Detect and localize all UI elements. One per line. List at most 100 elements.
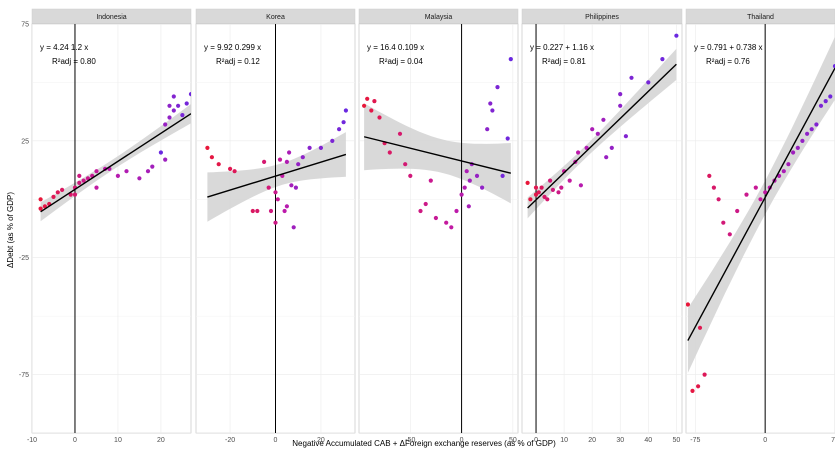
data-point [369,108,374,113]
data-point [341,120,346,125]
panel-philippines: Philippines y = 0.227 + 1.16 x R²adj = 0.8… [521,8,683,444]
data-point [721,220,726,225]
data-point [433,215,438,221]
data-point [466,204,471,209]
panel-strip-label: Malaysia [425,14,453,21]
data-point [171,94,176,99]
data-point [262,159,267,164]
data-point [273,190,278,195]
data-point [707,173,712,178]
data-point [791,150,796,155]
data-point [72,192,78,197]
r2-label: R²adj = 0.76 [706,57,750,66]
x-tick-label: 0 [763,437,767,444]
data-point [758,197,763,202]
data-point [488,101,493,106]
data-point [171,108,176,113]
regression-line [363,136,511,174]
data-point [474,173,480,178]
data-point [408,173,413,178]
data-point [753,185,758,190]
confidence-band [207,132,346,222]
data-point [377,115,382,120]
data-point [505,136,510,141]
data-point [795,145,800,150]
x-tick-label: 30 [616,437,624,444]
data-point [711,185,717,190]
data-point [578,183,584,188]
data-point [832,64,835,69]
data-point [623,134,629,139]
data-point [828,94,833,99]
regression-line [527,63,677,209]
data-point [545,197,550,202]
data-point [646,80,651,85]
data-point [176,103,181,108]
data-point [77,173,82,178]
data-point [273,220,278,225]
regression-line [207,153,347,198]
data-point [686,302,690,307]
panel-indonesia: Indonesia y = 4.24 1.2 x R²adj = 0.80 -10 0 1… [27,8,192,444]
data-point [42,204,48,209]
data-point [500,173,505,178]
panels-layer: -75 -25 25 75 Indonesia y = 4.24 1.2 x R²adj =… [19,8,835,444]
data-point [94,169,99,174]
data-point [291,225,296,230]
data-point [480,185,485,190]
x-tick-label: 10 [560,437,568,444]
data-point [365,96,370,101]
data-point [556,190,561,195]
x-tick-label: 75 [831,437,835,444]
data-point [387,150,392,155]
x-tick-label: -75 [690,437,700,444]
data-point [418,208,423,214]
data-point [284,204,289,209]
data-point [163,122,168,127]
panel-strip-label: Thailand [747,14,774,21]
data-point [444,220,449,225]
data-point [124,169,129,174]
data-point [660,57,665,62]
y-tick-label: -25 [19,255,29,262]
data-point [716,197,721,202]
data-point [550,187,556,192]
data-point [763,190,768,195]
data-point [786,162,791,167]
y-tick-label: 25 [21,138,29,145]
regression-line [40,113,191,213]
data-point [275,197,280,202]
panel-strip-label: Korea [266,14,285,21]
r2-label: R²adj = 0.04 [379,57,423,66]
data-point [584,145,589,150]
data-point [609,145,614,150]
data-point [307,145,312,150]
data-point [188,92,191,97]
data-point [343,108,348,113]
x-tick-label: 0 [534,437,538,444]
data-point [150,164,155,169]
panel-plot-area [205,24,348,433]
panel-thailand: Thailand y = 0.791 + 0.738 x R²adj = 0.76 -… [685,8,835,444]
data-point [268,208,274,214]
x-tick-label: 50 [672,437,680,444]
data-point [744,192,749,197]
data-point [567,178,572,183]
y-tick-label: 75 [21,22,29,29]
x-tick-label: -10 [27,437,37,444]
data-point [735,208,740,214]
data-point [464,169,469,174]
x-tick-label: 10 [114,437,122,444]
data-point [823,99,828,104]
data-point [490,108,495,113]
regression-equation: y = 16.4 0.109 x [367,43,424,52]
data-point [250,208,255,214]
data-point [85,176,90,181]
panel-korea: Korea y = 9.92 0.299 x R²adj = 0.12 -20 0 20 [195,8,356,444]
data-point [266,185,271,190]
data-point [618,92,623,97]
data-point [542,194,547,199]
data-point [282,208,287,214]
x-axis-title: Negative Accumulated CAB + ΔForeign exch… [292,439,556,448]
data-point [38,197,43,202]
